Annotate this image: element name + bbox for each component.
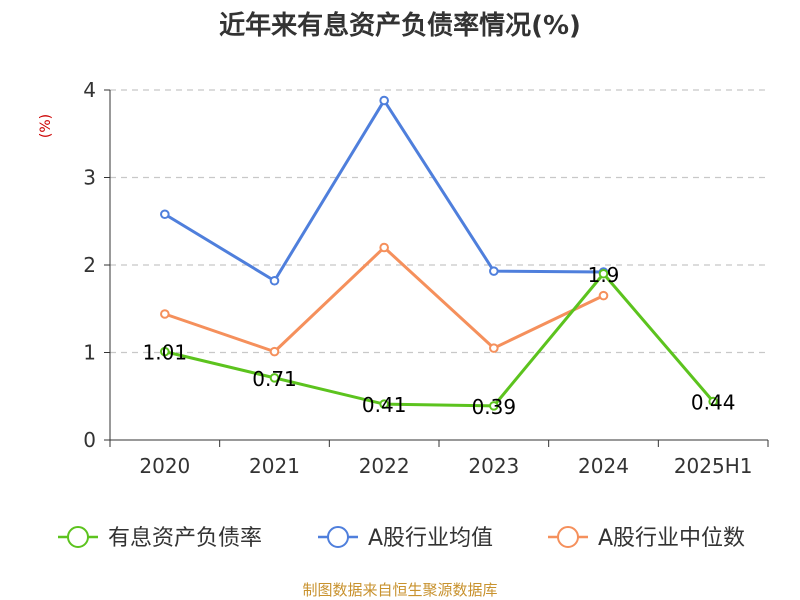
data-point [160, 309, 170, 319]
legend-label: A股行业均值 [368, 526, 493, 551]
x-tick-label: 2022 [359, 454, 410, 478]
data-point [708, 396, 718, 407]
x-tick-label: 2024 [578, 454, 629, 478]
series-line [164, 246, 605, 354]
series-line [164, 272, 715, 408]
legend-item[interactable]: 有息资产负债率 [58, 526, 262, 551]
y-tick-label: 1 [83, 341, 96, 365]
x-tick-label: 2023 [468, 454, 519, 478]
data-point [379, 242, 389, 253]
data-label: 0.39 [472, 395, 517, 419]
data-point [489, 343, 499, 353]
legend-item[interactable]: A股行业中位数 [548, 526, 745, 551]
x-tick-label: 2025H1 [674, 454, 753, 478]
legend-item[interactable]: A股行业均值 [318, 526, 493, 551]
x-tick-label: 2020 [139, 454, 190, 478]
data-point [379, 399, 389, 409]
data-point [269, 373, 280, 383]
data-label: 1.9 [588, 263, 620, 287]
data-point [269, 275, 280, 286]
source-note: 制图数据来自恒生聚源数据库 [302, 581, 497, 599]
x-tick-label: 2021 [249, 454, 300, 478]
y-axis-label: (%) [38, 114, 54, 138]
data-label: 0.71 [252, 367, 297, 391]
y-tick-label: 0 [83, 428, 96, 452]
y-tick-label: 3 [83, 166, 96, 190]
legend-marker [327, 526, 349, 548]
data-point [598, 290, 609, 301]
legend-label: A股行业中位数 [598, 526, 745, 551]
data-point [598, 268, 609, 279]
data-point [160, 209, 170, 220]
data-point [269, 346, 280, 357]
series-line [164, 99, 604, 283]
chart-title: 近年来有息资产负债率情况(%) [219, 10, 581, 41]
data-point [489, 266, 499, 276]
data-point [489, 401, 499, 411]
legend[interactable]: 有息资产负债率 A股行业均值 A股行业中位数 [58, 526, 745, 551]
data-label: 1.01 [143, 341, 188, 365]
y-tick-label: 2 [83, 253, 96, 277]
legend-marker [67, 526, 89, 548]
data-label: 0.41 [362, 393, 407, 417]
data-point [160, 346, 170, 357]
grid-lines [110, 89, 768, 354]
tick-labels: 0 1 2 3 4 2020 2021 2022 2023 2024 2025H1 [83, 78, 752, 478]
data-point [379, 95, 389, 106]
series-lines [160, 95, 718, 411]
y-tick-label: 4 [83, 78, 96, 102]
data-labels: 1.01 0.71 0.41 0.39 1.9 0.44 [143, 263, 736, 419]
data-label: 0.44 [691, 391, 736, 415]
axes [104, 89, 769, 447]
legend-marker [557, 526, 579, 548]
legend-label: 有息资产负债率 [108, 526, 262, 551]
